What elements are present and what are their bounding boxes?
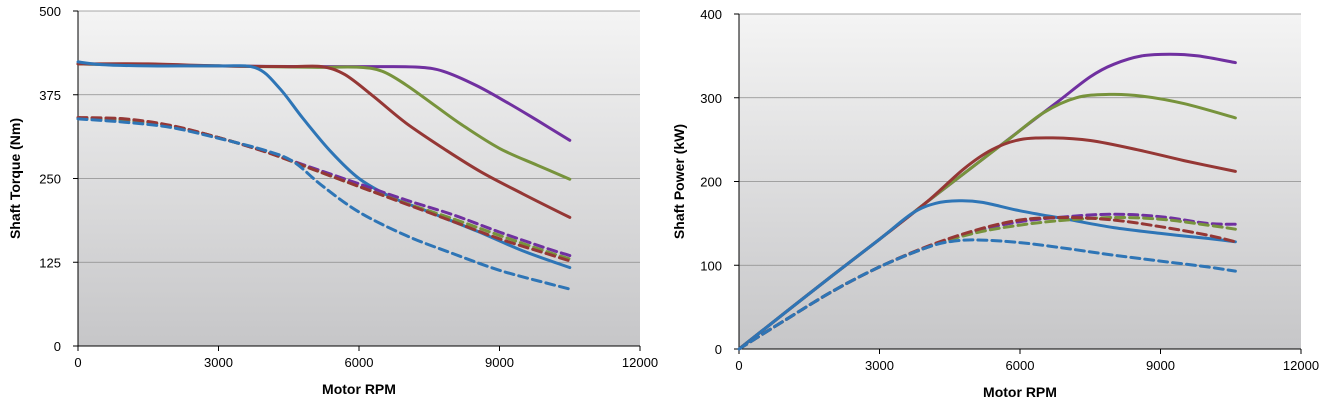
torque-chart: 0 125 250 375 500 0 3000 6000 9000 12000 Motor RPM… bbox=[7, 4, 658, 397]
torque-chart-svg: 0 125 250 375 500 0 3000 6000 9000 12000 Motor RPM… bbox=[7, 4, 658, 397]
torque-x-tick-label: 9000 bbox=[485, 355, 514, 370]
power-x-tick-label: 12000 bbox=[1283, 358, 1319, 373]
torque-y-tick-label: 500 bbox=[39, 4, 61, 19]
power-x-tick-label: 6000 bbox=[1006, 358, 1035, 373]
power-chart-svg: 0 100 200 300 400 0 3000 6000 9000 12000 Motor RPM… bbox=[671, 7, 1319, 400]
torque-x-tick-label: 12000 bbox=[622, 355, 658, 370]
torque-series-line-dashed bbox=[76, 117, 572, 291]
torque-x-axis-title: Motor RPM bbox=[322, 381, 396, 397]
torque-series-line-dashed bbox=[76, 116, 572, 263]
torque-x-tick-label: 3000 bbox=[204, 355, 233, 370]
torque-y-tick-label: 125 bbox=[39, 255, 61, 270]
torque-y-tick-label: 375 bbox=[39, 88, 61, 103]
power-y-tick-label: 200 bbox=[700, 175, 722, 190]
power-x-axis-title: Motor RPM bbox=[983, 384, 1057, 400]
power-chart: 0 100 200 300 400 0 3000 6000 9000 12000 Motor RPM… bbox=[665, 0, 1330, 402]
torque-x-tick-label: 0 bbox=[74, 355, 81, 370]
power-x-tick-label: 0 bbox=[735, 358, 742, 373]
power-y-axis-title: Shaft Power (kW) bbox=[671, 124, 687, 239]
torque-y-tick-label: 0 bbox=[54, 339, 61, 354]
power-x-tick-label: 3000 bbox=[865, 358, 894, 373]
torque-x-tick-label: 6000 bbox=[345, 355, 374, 370]
power-y-tick-label: 0 bbox=[715, 342, 722, 357]
torque-y-tick-label: 250 bbox=[39, 172, 61, 187]
torque-y-axis-title: Shaft Torque (Nm) bbox=[7, 118, 23, 239]
power-series-line-solid bbox=[737, 199, 1237, 351]
power-y-tick-label: 400 bbox=[700, 7, 722, 22]
power-x-tick-label: 9000 bbox=[1146, 358, 1175, 373]
power-y-tick-label: 100 bbox=[700, 258, 722, 273]
power-y-tick-label: 300 bbox=[700, 91, 722, 106]
power-series-line-dashed bbox=[737, 238, 1237, 351]
